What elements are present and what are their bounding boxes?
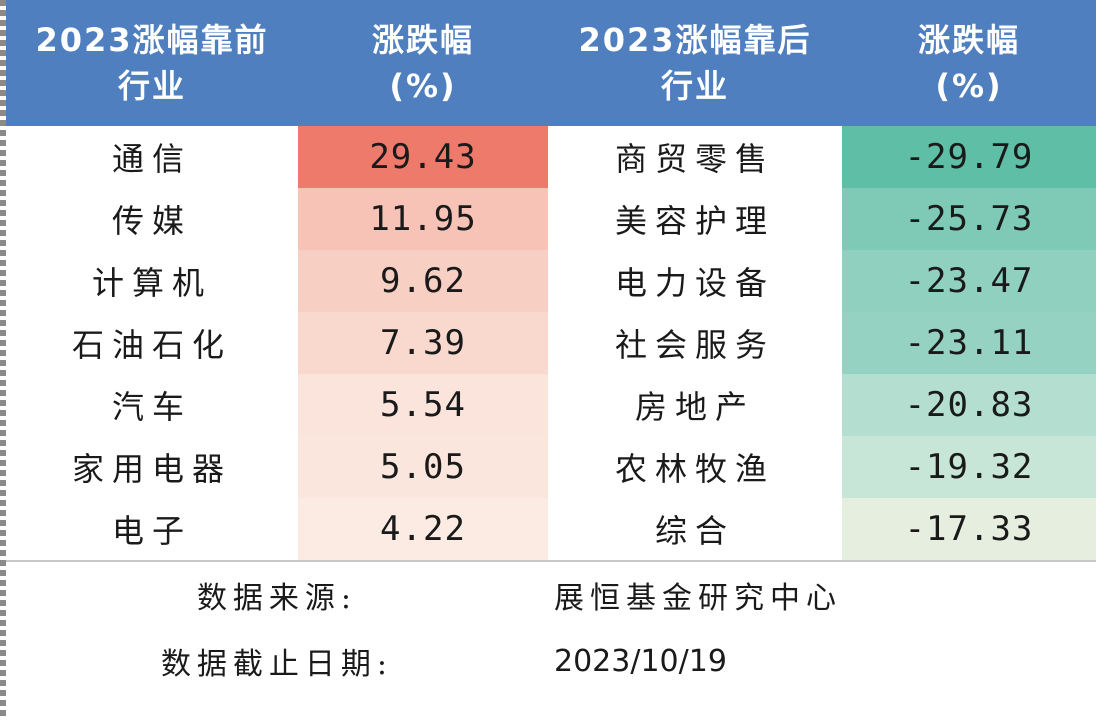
header-top-change: 涨跌幅 (%): [298, 0, 548, 126]
bottom-industry-name: 房地产: [634, 388, 755, 426]
header-bottom-change-line1: 涨跌幅: [917, 21, 1020, 59]
table-row: 传媒 11.95 美容护理 -25.73: [6, 188, 1096, 250]
table-body: 通信 29.43 商贸零售 -29.79 传媒 11.95 美容护理 -25.7…: [6, 126, 1096, 560]
header-bottom-industry: 2023涨幅靠后 行业: [548, 0, 842, 126]
header-bottom-change-line2: (%): [935, 67, 1003, 105]
top-industry-name: 计算机: [91, 264, 212, 302]
top-industry-change: 9.62: [298, 250, 548, 312]
bottom-industry-name: 社会服务: [614, 326, 775, 364]
dashed-border: [0, 0, 6, 720]
top-industry-change: 5.54: [298, 374, 548, 436]
source-value: 展恒基金研究中心: [554, 581, 842, 616]
bottom-industry-name: 综合: [654, 512, 735, 550]
top-industry-name: 传媒: [111, 202, 192, 240]
date-label: 数据截止日期:: [160, 647, 394, 682]
header-top-change-line2: (%): [389, 67, 457, 105]
bottom-industry-change: -17.33: [842, 498, 1096, 560]
source-row: 数据来源: 展恒基金研究中心: [6, 562, 1096, 628]
top-industry-change: 4.22: [298, 498, 548, 560]
top-industry-change: 11.95: [298, 188, 548, 250]
date-row: 数据截止日期: 2023/10/19: [6, 628, 1096, 694]
top-industry-name: 汽车: [111, 388, 192, 426]
table-header: 2023涨幅靠前 行业 涨跌幅 (%) 2023涨幅靠后 行业 涨跌幅 (%): [6, 0, 1096, 126]
table-row: 石油石化 7.39 社会服务 -23.11: [6, 312, 1096, 374]
header-top-industry: 2023涨幅靠前 行业: [6, 0, 298, 126]
table-divider: [6, 560, 1096, 562]
bottom-industry-change: -29.79: [842, 126, 1096, 188]
bottom-industry-name: 美容护理: [614, 202, 775, 240]
header-top-change-line1: 涨跌幅: [371, 21, 474, 59]
table-footer: 数据来源: 展恒基金研究中心 数据截止日期: 2023/10/19: [6, 562, 1096, 694]
top-industry-change: 5.05: [298, 436, 548, 498]
header-top-industry-line1: 2023涨幅靠前: [35, 21, 269, 59]
bottom-industry-name: 商贸零售: [614, 140, 775, 178]
table-row: 通信 29.43 商贸零售 -29.79: [6, 126, 1096, 188]
bottom-industry-change: -25.73: [842, 188, 1096, 250]
table-row: 电子 4.22 综合 -17.33: [6, 498, 1096, 560]
table-row: 计算机 9.62 电力设备 -23.47: [6, 250, 1096, 312]
top-industry-name: 石油石化: [71, 326, 232, 364]
table-row: 家用电器 5.05 农林牧渔 -19.32: [6, 436, 1096, 498]
top-industry-name: 家用电器: [71, 450, 232, 488]
header-bottom-industry-line2: 行业: [660, 67, 729, 105]
bottom-industry-change: -20.83: [842, 374, 1096, 436]
header-bottom-industry-line1: 2023涨幅靠后: [578, 21, 812, 59]
top-industry-change: 7.39: [298, 312, 548, 374]
date-value: 2023/10/19: [554, 643, 727, 679]
top-industry-change: 29.43: [298, 126, 548, 188]
bottom-industry-name: 农林牧渔: [614, 450, 775, 488]
bottom-industry-change: -19.32: [842, 436, 1096, 498]
table-row: 汽车 5.54 房地产 -20.83: [6, 374, 1096, 436]
bottom-industry-change: -23.11: [842, 312, 1096, 374]
bottom-industry-change: -23.47: [842, 250, 1096, 312]
header-top-industry-line2: 行业: [117, 67, 186, 105]
source-label: 数据来源:: [196, 581, 358, 616]
header-bottom-change: 涨跌幅 (%): [842, 0, 1096, 126]
top-industry-name: 通信: [111, 140, 192, 178]
top-industry-name: 电子: [111, 512, 192, 550]
bottom-industry-name: 电力设备: [614, 264, 775, 302]
